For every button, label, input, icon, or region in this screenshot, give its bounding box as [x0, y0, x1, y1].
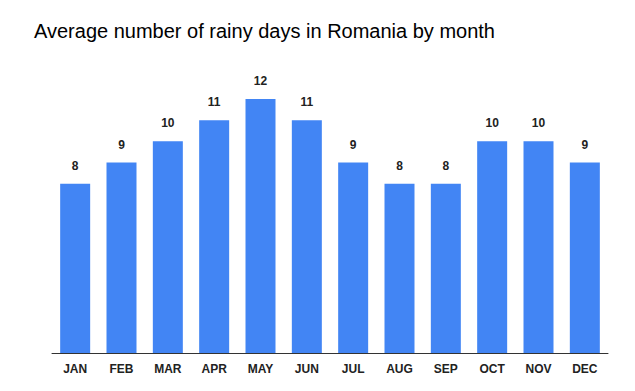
svg-text:11: 11	[208, 95, 221, 109]
svg-text:DEC: DEC	[572, 362, 598, 376]
svg-text:8: 8	[442, 159, 449, 173]
svg-text:11: 11	[300, 95, 313, 109]
svg-text:MAR: MAR	[154, 362, 182, 376]
svg-text:8: 8	[396, 159, 403, 173]
svg-text:JUN: JUN	[295, 362, 319, 376]
svg-text:JAN: JAN	[63, 362, 87, 376]
svg-text:JUL: JUL	[342, 362, 365, 376]
svg-text:AUG: AUG	[386, 362, 413, 376]
svg-text:OCT: OCT	[479, 362, 505, 376]
svg-text:NOV: NOV	[525, 362, 551, 376]
svg-text:FEB: FEB	[110, 362, 134, 376]
svg-text:Average number of rainy days i: Average number of rainy days in Romania …	[34, 20, 495, 42]
svg-text:9: 9	[118, 138, 125, 152]
svg-text:MAY: MAY	[248, 362, 274, 376]
svg-text:12: 12	[254, 74, 268, 88]
svg-text:10: 10	[532, 116, 546, 130]
svg-text:10: 10	[161, 116, 175, 130]
svg-text:SEP: SEP	[434, 362, 458, 376]
svg-text:9: 9	[581, 138, 588, 152]
svg-text:10: 10	[485, 116, 499, 130]
svg-text:8: 8	[72, 159, 79, 173]
svg-text:APR: APR	[201, 362, 227, 376]
svg-text:9: 9	[350, 138, 357, 152]
